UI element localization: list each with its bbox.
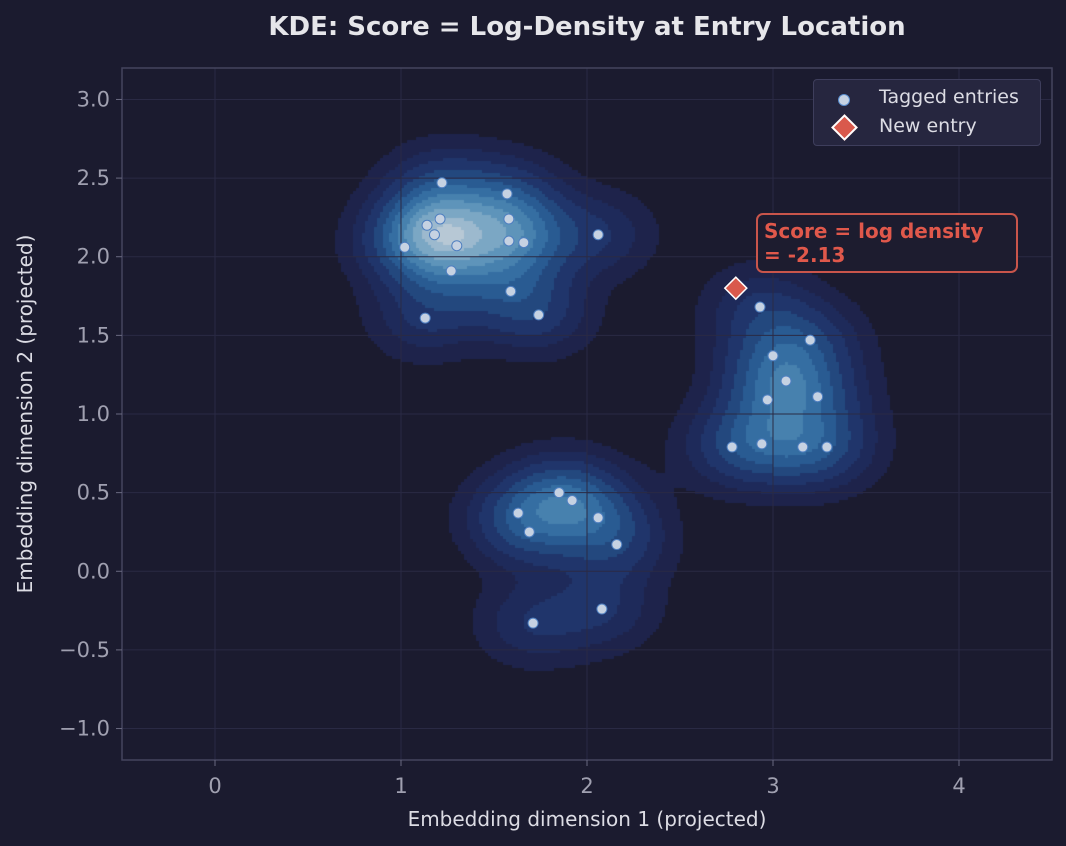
tagged-entry-point [821, 441, 833, 453]
y-axis: −1.0 −0.5 0.0 0.5 1.0 1.5 2.0 2.5 3.0 [59, 87, 122, 741]
tagged-entry-point [527, 617, 539, 629]
diamond-marker-icon [831, 114, 858, 141]
circle-marker-icon [838, 94, 850, 106]
tagged-entry-point [428, 229, 440, 241]
y-tick-label: 2.0 [77, 245, 110, 269]
tagged-entry-point [767, 350, 779, 362]
tagged-entry-point [592, 229, 604, 241]
tagged-entry-point [419, 312, 431, 324]
legend-item-new: New entry [814, 114, 1040, 141]
tagged-entry-point [812, 391, 824, 403]
score-annotation: Score = log density = -2.13 [756, 213, 1018, 273]
tagged-entry-point [434, 213, 446, 225]
y-tick-label: −1.0 [59, 717, 110, 741]
tagged-entry-point [797, 441, 809, 453]
tagged-entry-point [804, 334, 816, 346]
y-tick-label: 3.0 [77, 87, 110, 111]
tagged-entry-point [421, 219, 433, 231]
tagged-entry-point [518, 237, 530, 249]
tagged-entry-point [501, 188, 513, 200]
x-tick-label: 1 [394, 774, 407, 798]
tagged-entry-point [436, 177, 448, 189]
tagged-entry-point [503, 213, 515, 225]
annotation-value: = -2.13 [764, 243, 846, 267]
y-tick-label: 1.5 [77, 323, 110, 347]
y-tick-label: 2.5 [77, 166, 110, 190]
tagged-entry-point [780, 375, 792, 387]
annotation-line: Score = log density [764, 219, 984, 243]
tagged-entry-point [445, 265, 457, 277]
tagged-entry-point [596, 603, 608, 615]
legend-label: Tagged entries [879, 86, 1019, 108]
tagged-entry-point [726, 441, 738, 453]
x-tick-label: 4 [952, 774, 965, 798]
tagged-entry-point [533, 309, 545, 321]
tagged-entry-point [611, 539, 623, 551]
legend-item-tagged: Tagged entries [814, 86, 1040, 112]
tagged-entry-point [451, 240, 463, 252]
x-axis: 0 1 2 3 4 [208, 760, 966, 798]
y-tick-label: 0.5 [77, 481, 110, 505]
y-axis-label: Embedding dimension 2 (projected) [13, 235, 37, 594]
x-axis-label: Embedding dimension 1 (projected) [408, 807, 767, 831]
y-tick-label: 0.0 [77, 559, 110, 583]
tagged-entry-point [761, 394, 773, 406]
tagged-entry-point [505, 285, 517, 297]
tagged-entry-point [553, 487, 565, 499]
tagged-entry-point [399, 241, 411, 253]
tagged-entry-point [523, 526, 535, 538]
chart-title: KDE: Score = Log-Density at Entry Locati… [268, 12, 906, 42]
legend: Tagged entries New entry [813, 79, 1041, 146]
y-tick-label: −0.5 [59, 638, 110, 662]
tagged-entry-point [503, 235, 515, 247]
tagged-entry-point [512, 507, 524, 519]
x-tick-label: 3 [766, 774, 779, 798]
x-tick-label: 2 [580, 774, 593, 798]
y-tick-label: 1.0 [77, 402, 110, 426]
tagged-entry-point [756, 438, 768, 450]
tagged-entry-point [592, 512, 604, 524]
new-entry-marker [723, 276, 748, 301]
legend-label: New entry [879, 115, 977, 137]
tagged-entry-point [754, 301, 766, 313]
x-tick-label: 0 [208, 774, 221, 798]
points [399, 177, 833, 629]
tagged-entry-point [566, 495, 578, 506]
grid [122, 68, 1052, 760]
